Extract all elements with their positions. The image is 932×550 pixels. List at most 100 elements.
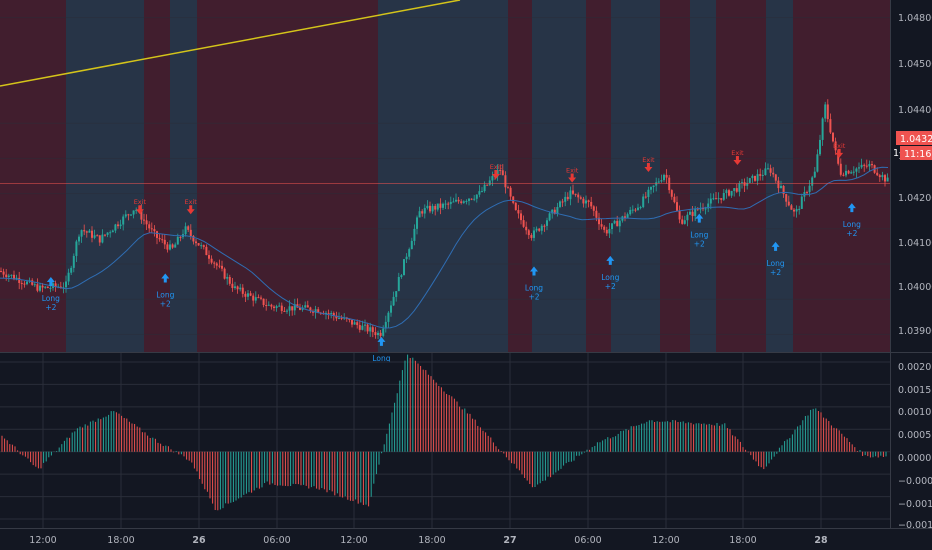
candlestick-series: [0, 99, 889, 340]
candle: [722, 193, 725, 200]
exit-arrow-icon: [491, 170, 500, 180]
candle: [223, 268, 226, 279]
time-axis[interactable]: 12:00 18:00 26 06:00 12:00 18:00 27 06:0…: [29, 535, 828, 546]
candle: [811, 177, 814, 186]
candle: [231, 283, 234, 288]
candle: [41, 285, 44, 288]
long-signal-label: Long: [766, 259, 784, 268]
candle: [629, 209, 632, 215]
candle: [566, 196, 569, 200]
candle: [452, 201, 455, 203]
candle: [561, 201, 564, 203]
candle: [226, 277, 229, 279]
candle: [655, 182, 658, 186]
candle: [78, 236, 80, 242]
candle: [525, 226, 528, 231]
candle: [709, 198, 712, 204]
candle: [96, 235, 99, 237]
time-axis-label: 06:00: [263, 535, 290, 546]
oscillator-axis[interactable]: 0.0020 0.0015 0.0010 0.0005 0.0000 −0.00…: [898, 362, 932, 531]
osc-axis-label: 0.0010: [898, 407, 931, 418]
candle: [340, 317, 343, 319]
candle: [317, 309, 320, 313]
candle: [746, 182, 749, 186]
candle: [564, 196, 567, 202]
candle: [23, 283, 26, 285]
candle: [595, 210, 598, 218]
candle: [189, 229, 192, 236]
candle: [18, 277, 21, 283]
candle: [707, 203, 710, 209]
price-axis-label: 1.04000: [898, 282, 932, 293]
candle: [507, 187, 509, 189]
price-axis-label: 1.04200: [898, 193, 932, 204]
candle: [163, 239, 166, 245]
candle: [202, 245, 205, 247]
osc-axis-label: 0.0005: [898, 430, 931, 441]
oscillator-pane[interactable]: [0, 353, 890, 528]
candle: [423, 208, 426, 214]
session-band: [690, 0, 716, 352]
candle: [200, 245, 203, 247]
long-arrow-icon: [771, 241, 780, 251]
long-arrow-icon: [161, 273, 170, 283]
time-axis-label: 12:00: [340, 535, 367, 546]
candle: [548, 213, 551, 221]
candle: [395, 291, 398, 297]
candle: [314, 309, 317, 313]
candle: [574, 193, 577, 195]
candle: [798, 208, 801, 210]
oscillator-histogram: [1, 354, 887, 511]
candle: [540, 225, 543, 231]
session-band: [508, 0, 532, 352]
candle: [800, 196, 803, 209]
candle: [228, 277, 231, 284]
trend-line[interactable]: [0, 0, 461, 87]
candle: [733, 188, 736, 191]
candle: [117, 224, 119, 227]
candle: [273, 306, 275, 309]
session-band: [170, 0, 197, 352]
candle: [325, 312, 327, 315]
exit-signal-label: Exit: [566, 167, 579, 175]
candle: [748, 178, 751, 183]
candle: [850, 172, 853, 174]
candle: [691, 211, 694, 216]
candle: [871, 164, 873, 166]
candle: [382, 328, 385, 336]
candle: [153, 229, 156, 232]
exit-arrow-icon: [568, 173, 577, 183]
candle: [676, 202, 678, 211]
candle: [132, 210, 135, 215]
long-signal-sub: +2: [45, 303, 56, 312]
long-signal-sub: +2: [770, 268, 781, 277]
candle: [728, 190, 730, 196]
candle: [878, 175, 881, 178]
candle: [304, 305, 307, 308]
candle: [598, 217, 600, 225]
candle: [31, 280, 34, 285]
candle: [124, 214, 127, 217]
osc-axis-label: −0.0015: [898, 520, 932, 531]
candle: [592, 206, 595, 211]
candle: [715, 198, 717, 200]
candle: [439, 203, 442, 208]
exit-signal-label: Exit: [134, 198, 147, 206]
candle: [364, 324, 366, 326]
candle: [249, 293, 252, 296]
candle: [161, 239, 164, 241]
long-arrow-icon: [46, 277, 55, 287]
time-axis-label: 06:00: [574, 535, 601, 546]
candle: [793, 209, 795, 212]
candle: [699, 208, 702, 210]
exit-arrow-icon: [135, 205, 144, 215]
candle: [639, 207, 642, 209]
candle: [312, 311, 314, 313]
candle: [514, 202, 517, 211]
price-pane[interactable]: Long+2Long+2LongLong+2Long+2Long+2Long+2…: [0, 0, 890, 363]
long-signal-label: Long: [42, 294, 60, 303]
candle: [135, 209, 138, 211]
candle: [140, 209, 143, 220]
candle: [234, 286, 236, 288]
